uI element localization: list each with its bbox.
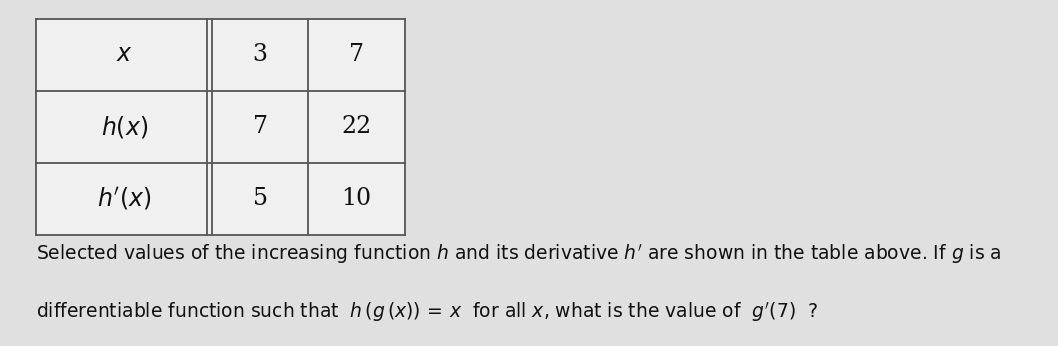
Bar [212, 91, 308, 163]
Bar [36, 91, 212, 163]
Text: differentiable function such that  $h\,(g\,(x))\,=\,x$  for all $x$, what is the: differentiable function such that $h\,(g… [36, 300, 819, 324]
Bar [36, 163, 212, 235]
Bar [308, 19, 405, 91]
Text: 5: 5 [253, 187, 268, 210]
Bar [308, 91, 405, 163]
Text: 22: 22 [342, 115, 371, 138]
Text: 7: 7 [253, 115, 268, 138]
Text: 10: 10 [342, 187, 371, 210]
Text: 7: 7 [349, 43, 364, 66]
Text: $h'(x)$: $h'(x)$ [97, 185, 151, 212]
Bar [36, 19, 212, 91]
Bar [212, 19, 308, 91]
Text: 3: 3 [253, 43, 268, 66]
Text: $h(x)$: $h(x)$ [101, 114, 148, 140]
Bar [212, 163, 308, 235]
Text: $x$: $x$ [115, 43, 132, 66]
Text: Selected values of the increasing function $h$ and its derivative $h'$ are shown: Selected values of the increasing functi… [36, 242, 1002, 266]
Bar [308, 163, 405, 235]
